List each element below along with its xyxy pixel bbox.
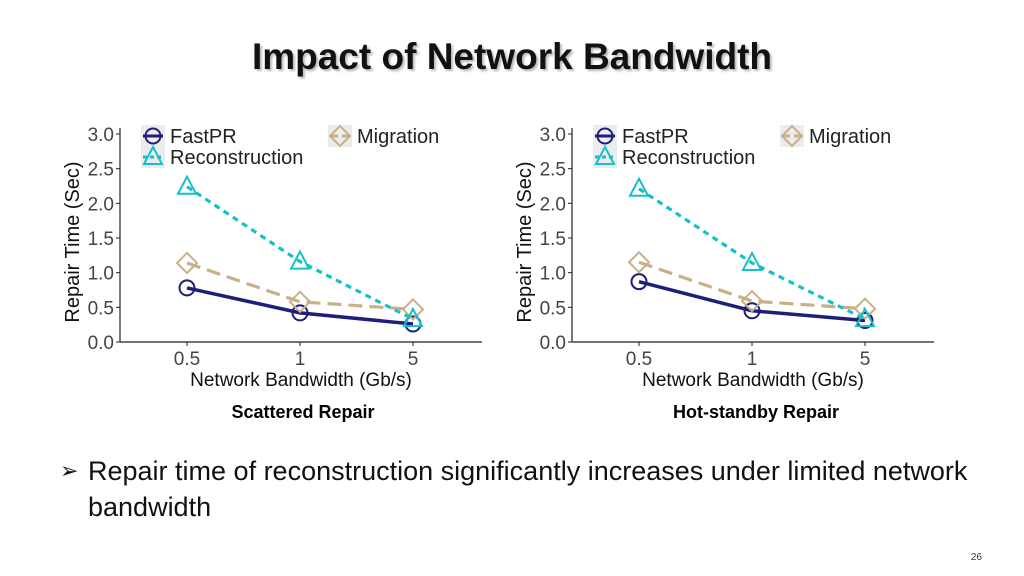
series-line-migration — [638, 260, 866, 311]
caption-scattered-repair: Scattered Repair — [231, 402, 375, 422]
legend-label-reconstruction: Reconstruction — [622, 147, 755, 169]
legend-marker-fastpr — [596, 127, 614, 145]
x-tick-label: 0.5 — [174, 349, 200, 370]
series-line-migration — [186, 261, 414, 312]
data-point-reconstruction — [176, 174, 198, 195]
legend-marker-migration — [328, 124, 352, 148]
data-point-reconstruction — [402, 306, 424, 328]
data-point-reconstruction — [289, 249, 311, 270]
legend-key-bg — [328, 125, 352, 147]
x-axis-label: Network Bandwidth (Gb/s) — [190, 370, 412, 391]
legend-label-fastpr: FastPR — [622, 126, 689, 148]
y-tick-label: 2.5 — [88, 160, 114, 181]
data-point-migration — [853, 297, 877, 321]
data-point-migration — [401, 297, 425, 321]
data-point-reconstruction — [741, 250, 763, 271]
x-tick-label: 1 — [747, 349, 758, 370]
legend-marker-fastpr — [144, 127, 162, 145]
bullet-text: Repair time of reconstruction significan… — [88, 456, 968, 522]
legend-label-migration: Migration — [809, 126, 891, 148]
x-tick-label: 0.5 — [626, 349, 652, 370]
data-point-migration — [288, 290, 312, 314]
series-line-reconstruction — [186, 185, 414, 321]
y-tick-label: 0.0 — [88, 333, 114, 354]
data-point-reconstruction — [854, 306, 876, 328]
y-tick-label: 3.0 — [88, 125, 114, 146]
x-tick-label: 5 — [860, 349, 871, 370]
legend-key-bg — [780, 125, 804, 147]
legend-label-reconstruction: Reconstruction — [170, 147, 303, 169]
data-point-migration — [175, 251, 199, 275]
arrow-bullet-icon: ➢ — [60, 458, 79, 483]
y-tick-label: 1.5 — [88, 229, 114, 250]
x-tick-label: 1 — [295, 349, 306, 370]
y-tick-label: 1.0 — [88, 264, 114, 285]
y-tick-label: 1.5 — [540, 229, 566, 250]
legend-marker-migration — [780, 124, 804, 148]
legend-marker-reconstruction — [594, 144, 616, 165]
y-tick-label: 2.0 — [540, 194, 566, 215]
data-point-migration — [627, 250, 651, 274]
y-tick-label: 0.5 — [540, 298, 566, 319]
page-number: 26 — [970, 552, 982, 563]
legend-marker-reconstruction — [142, 144, 164, 165]
x-axis-label: Network Bandwidth (Gb/s) — [642, 370, 864, 391]
legend-label-fastpr: FastPR — [170, 126, 237, 148]
y-tick-label: 2.0 — [88, 194, 114, 215]
y-axis-label: Repair Time (Sec) — [514, 161, 536, 322]
slide-title: Impact of Network Bandwidth — [251, 36, 773, 77]
y-tick-label: 0.5 — [88, 298, 114, 319]
y-tick-label: 3.0 — [540, 125, 566, 146]
data-point-reconstruction — [628, 176, 650, 197]
y-tick-label: 0.0 — [540, 333, 566, 354]
data-point-fastpr — [178, 279, 196, 297]
y-axis-label: Repair Time (Sec) — [62, 161, 84, 322]
x-tick-label: 5 — [408, 349, 419, 370]
series-line-reconstruction — [638, 187, 866, 321]
data-point-fastpr — [291, 304, 309, 322]
data-point-fastpr — [856, 312, 874, 330]
y-tick-label: 1.0 — [540, 264, 566, 285]
legend-label-migration: Migration — [357, 126, 439, 148]
data-point-fastpr — [630, 273, 648, 291]
data-point-migration — [740, 289, 764, 313]
data-point-fastpr — [743, 302, 761, 320]
y-tick-label: 2.5 — [540, 160, 566, 181]
caption-hot-standby-repair: Hot-standby Repair — [672, 402, 840, 422]
